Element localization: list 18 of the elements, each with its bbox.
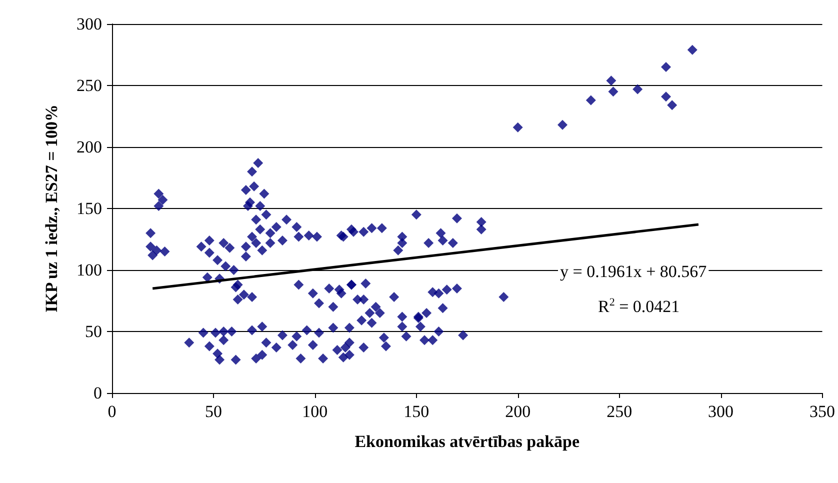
y-tick-label: 250 xyxy=(76,76,102,95)
y-tick-label: 200 xyxy=(76,138,102,156)
y-axis-title: IKP uz 1 iedz., ES27 = 100% xyxy=(42,104,61,313)
x-axis-title: Ekonomikas atvērtības pakāpe xyxy=(354,432,580,451)
x-tick-label: 300 xyxy=(708,402,734,421)
y-tick-label: 300 xyxy=(76,14,102,34)
x-tick-label: 0 xyxy=(108,402,116,421)
y-tick-label: 0 xyxy=(94,384,102,402)
x-tick-label: 200 xyxy=(505,402,531,421)
x-tick-label: 350 xyxy=(810,402,835,421)
x-tick-label: 100 xyxy=(302,402,328,421)
x-tick-label: 50 xyxy=(204,402,222,421)
x-tick-label: 150 xyxy=(404,402,430,421)
y-tick-label: 150 xyxy=(76,199,102,218)
annotation: y = 0.1961x + 80.567 xyxy=(560,262,708,281)
y-tick-label: 100 xyxy=(76,260,102,280)
y-tick-label: 50 xyxy=(85,322,102,341)
x-tick-label: 250 xyxy=(606,402,632,421)
